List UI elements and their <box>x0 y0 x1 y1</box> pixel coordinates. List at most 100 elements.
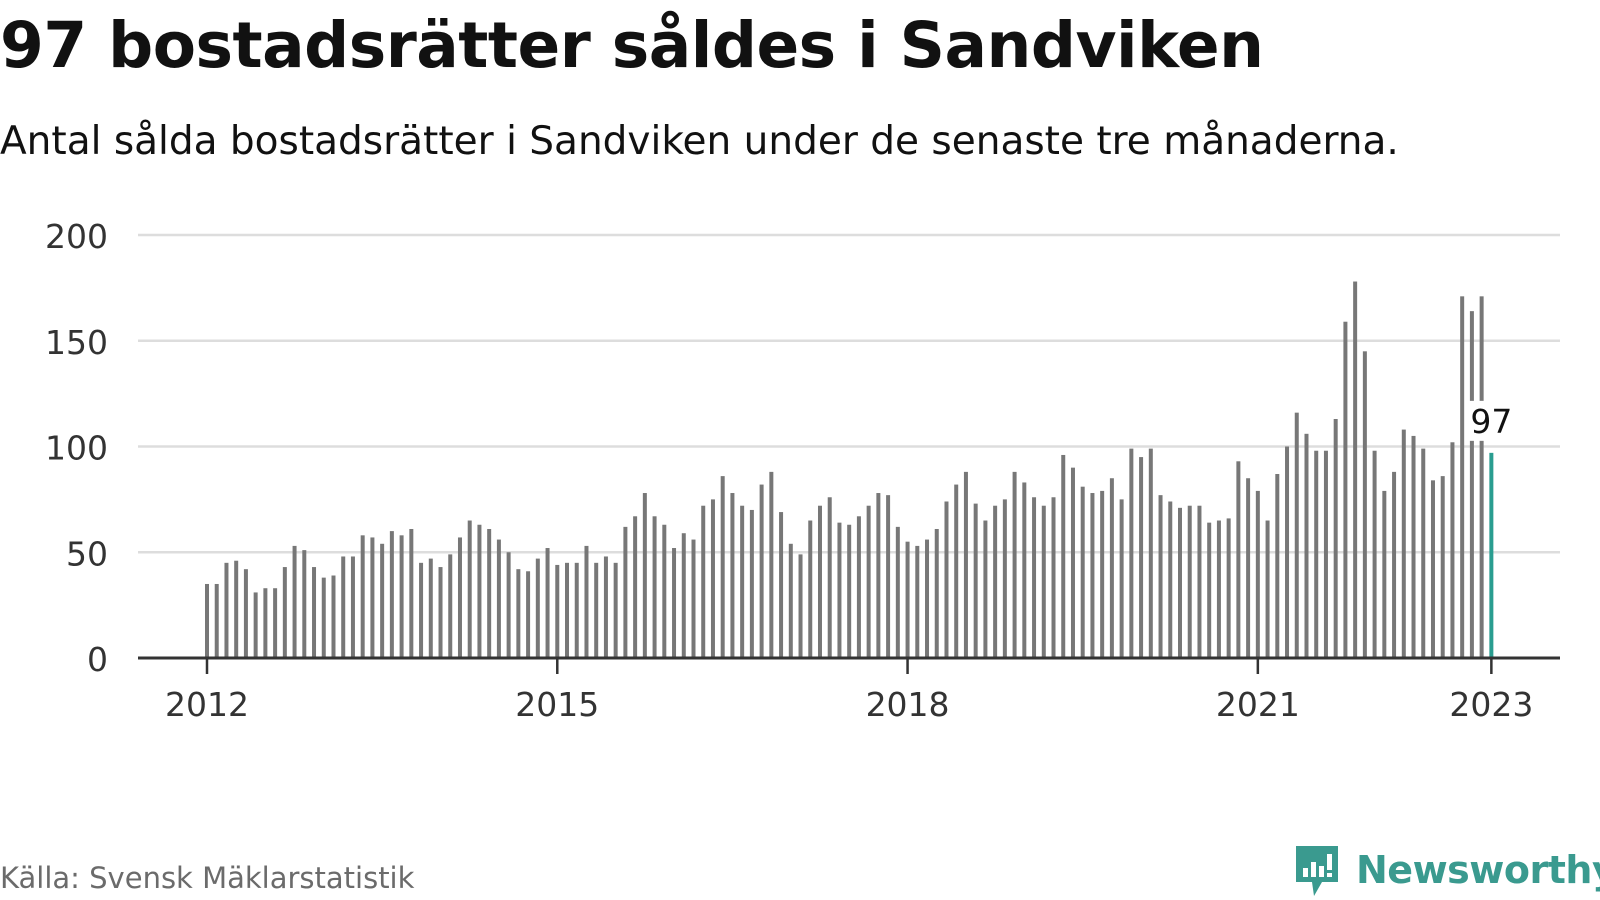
x-tick-label: 2012 <box>165 685 249 724</box>
bar <box>720 476 725 658</box>
bar <box>837 522 842 658</box>
bar <box>1158 495 1163 658</box>
bar <box>963 471 968 658</box>
bar <box>496 539 501 658</box>
x-tick-label: 2018 <box>866 685 950 724</box>
bar <box>1022 482 1027 658</box>
bar <box>526 571 531 658</box>
bar <box>457 537 462 658</box>
bar <box>263 588 268 658</box>
bar <box>224 562 229 658</box>
bar <box>380 543 385 658</box>
source-note: Källa: Svensk Mäklarstatistik <box>0 861 415 895</box>
bar <box>1148 448 1153 658</box>
bar <box>234 560 239 658</box>
bar <box>321 577 326 658</box>
bar <box>341 556 346 658</box>
bar <box>312 567 317 658</box>
bar <box>1362 351 1367 658</box>
bar <box>282 567 287 658</box>
bar <box>1275 474 1280 658</box>
bar <box>642 493 647 658</box>
x-tick-label: 2021 <box>1216 685 1300 724</box>
y-tick-label: 150 <box>45 323 108 362</box>
y-tick-label: 100 <box>45 429 108 468</box>
bar <box>1382 490 1387 658</box>
bar <box>1207 522 1212 658</box>
bar <box>1304 433 1309 658</box>
bar <box>1246 478 1251 658</box>
bar <box>1187 505 1192 658</box>
bar <box>1421 448 1426 658</box>
bar <box>545 548 550 658</box>
bar <box>438 567 443 658</box>
bar <box>623 526 628 658</box>
bar <box>1090 493 1095 658</box>
bar <box>1012 471 1017 658</box>
bar <box>691 539 696 658</box>
bar <box>847 524 852 658</box>
bar <box>1372 450 1377 658</box>
bar <box>1080 486 1085 658</box>
bar <box>1333 419 1338 658</box>
bar <box>467 520 472 658</box>
bar <box>1070 467 1075 658</box>
bar <box>915 545 920 658</box>
bar <box>1323 450 1328 658</box>
bar <box>1168 501 1173 658</box>
bar <box>710 499 715 659</box>
bar <box>934 528 939 658</box>
bar <box>1314 450 1319 658</box>
x-tick-label: 2023 <box>1449 685 1533 724</box>
bar <box>954 484 959 658</box>
bar <box>759 484 764 658</box>
bar <box>1100 490 1105 658</box>
bar <box>448 554 453 658</box>
bar <box>506 552 511 658</box>
bar <box>925 539 930 658</box>
bar <box>1294 412 1299 658</box>
bar <box>730 493 735 658</box>
bar <box>1197 505 1202 658</box>
bar <box>399 535 404 658</box>
bar <box>1255 490 1260 658</box>
bar <box>749 509 754 658</box>
bar <box>594 562 599 658</box>
bar <box>817 505 822 658</box>
bar <box>973 503 978 658</box>
data-label-background <box>1465 400 1520 441</box>
bar <box>350 556 355 658</box>
bar <box>1178 507 1182 658</box>
bar <box>1129 448 1134 658</box>
bar <box>1479 296 1484 658</box>
bar <box>584 545 589 658</box>
bar <box>886 495 891 658</box>
bar <box>1226 518 1231 658</box>
bar <box>1236 461 1241 658</box>
bar <box>672 548 677 658</box>
data-label-latest: 97 <box>1470 402 1512 441</box>
bar <box>808 520 813 658</box>
bar <box>652 516 657 658</box>
bar <box>389 531 394 658</box>
bar <box>1265 520 1270 658</box>
bar <box>574 562 579 658</box>
bar <box>769 471 774 658</box>
bar <box>827 497 832 658</box>
bar <box>740 505 745 658</box>
bar <box>205 583 209 658</box>
bar <box>243 569 248 658</box>
bar <box>1285 446 1290 658</box>
brand-name: Newsworthy <box>1356 848 1600 892</box>
chart-title: 97 bostadsrätter såldes i Sandviken <box>0 9 1264 82</box>
newsworthy-logo-icon <box>1296 846 1338 896</box>
bar <box>1430 480 1435 658</box>
bar <box>662 524 667 658</box>
bar <box>428 558 433 658</box>
bar <box>565 562 570 658</box>
bar <box>1392 471 1397 658</box>
bar <box>535 558 540 658</box>
bar <box>798 554 803 658</box>
bar <box>895 526 900 658</box>
